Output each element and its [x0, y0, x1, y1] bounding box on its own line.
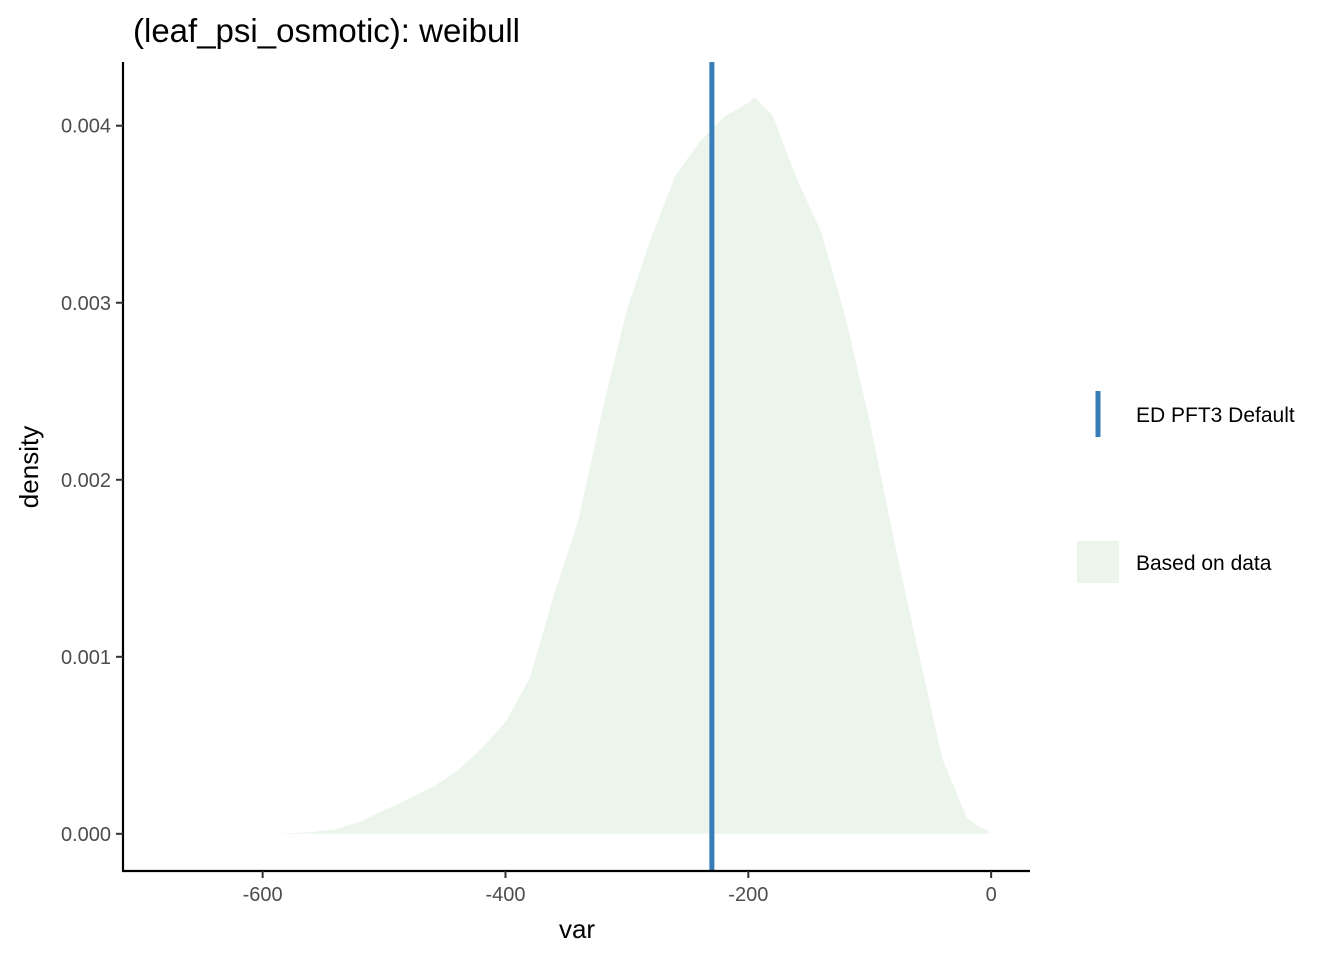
y-tick-label: 0.004	[61, 116, 111, 138]
chart-title: (leaf_psi_osmotic): weibull	[133, 12, 520, 49]
legend-item-area: Based on data	[1077, 541, 1272, 583]
y-tick-label: 0.000	[61, 824, 111, 846]
plot-area	[262, 62, 989, 871]
x-axis-title: var	[559, 914, 595, 944]
x-tick-label: -200	[728, 884, 768, 906]
legend-label-area: Based on data	[1136, 552, 1272, 575]
legend-label-vline: ED PFT3 Default	[1136, 404, 1295, 427]
legend-key-area	[1077, 541, 1119, 583]
legend: ED PFT3 Default Based on data	[1077, 391, 1295, 583]
x-axis-ticks: -600 -400 -200 0	[243, 871, 997, 906]
y-tick-label: 0.003	[61, 293, 111, 315]
x-tick-label: 0	[986, 884, 997, 906]
x-tick-label: -600	[243, 884, 283, 906]
y-axis-title: density	[14, 426, 44, 508]
y-tick-label: 0.002	[61, 470, 111, 492]
y-tick-label: 0.001	[61, 647, 111, 669]
legend-item-vline: ED PFT3 Default	[1095, 391, 1295, 437]
density-area	[262, 97, 989, 834]
y-axis-ticks: 0.000 0.001 0.002 0.003 0.004	[61, 116, 123, 846]
x-tick-label: -400	[485, 884, 525, 906]
